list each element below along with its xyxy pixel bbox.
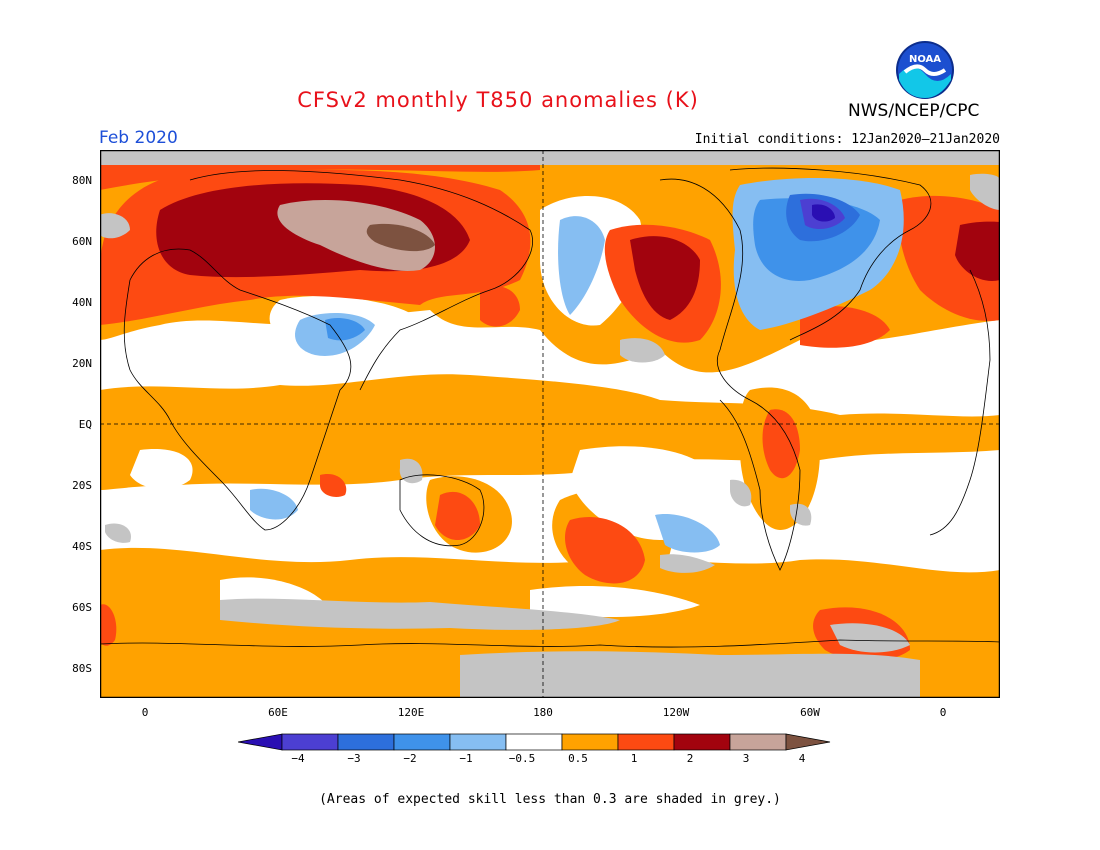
lon-label: 60W (800, 706, 820, 719)
legend-swatch (393, 733, 451, 751)
legend-label: −0.5 (508, 752, 536, 765)
legend-swatch (281, 733, 339, 751)
legend-label: −4 (291, 752, 305, 765)
legend-label: −2 (403, 752, 417, 765)
lon-label: 180 (533, 706, 553, 719)
legend-swatch (617, 733, 675, 751)
lon-label: 60E (268, 706, 288, 719)
lat-label: 20N (72, 357, 92, 370)
legend-label: 2 (686, 752, 694, 765)
anomaly-field (100, 150, 1000, 698)
lat-label: 80N (72, 174, 92, 187)
legend-label: 0.5 (568, 752, 588, 765)
lat-label: 20S (72, 479, 92, 492)
footnote: (Areas of expected skill less than 0.3 a… (319, 792, 781, 807)
forecast-month: Feb 2020 (99, 128, 178, 148)
lon-label: 0 (141, 706, 149, 719)
logo-text: NOAA (909, 54, 941, 65)
legend-swatch (785, 733, 831, 751)
legend-swatch (729, 733, 787, 751)
lon-label: 0 (939, 706, 947, 719)
map-frame (100, 150, 1000, 698)
chart-title: CFSv2 monthly T850 anomalies (K) (297, 88, 699, 112)
lat-label: 40S (72, 540, 92, 553)
legend-swatch (238, 733, 283, 751)
lat-label: 60S (72, 601, 92, 614)
coastlines (100, 167, 1000, 648)
lat-label: 80S (72, 662, 92, 675)
legend-swatch (673, 733, 731, 751)
legend-label: 1 (630, 752, 638, 765)
lon-label: 120E (397, 706, 425, 719)
legend-label: −1 (459, 752, 473, 765)
lat-label: 40N (72, 296, 92, 309)
lat-label: EQ (78, 418, 92, 431)
reference-lines (100, 150, 1000, 698)
lat-label: 60N (72, 235, 92, 248)
legend-label: 3 (742, 752, 750, 765)
legend-swatch (505, 733, 563, 751)
noaa-logo: NOAA (896, 41, 954, 99)
legend-swatch (337, 733, 395, 751)
color-legend (238, 733, 831, 751)
legend-swatch (561, 733, 619, 751)
legend-label: −3 (347, 752, 361, 765)
lon-label: 120W (662, 706, 690, 719)
initial-conditions: Initial conditions: 12Jan2020–21Jan2020 (694, 132, 1000, 147)
legend-label: 4 (798, 752, 806, 765)
anomaly-map (100, 150, 1000, 698)
agency-label: NWS/NCEP/CPC (848, 101, 980, 121)
legend-swatch (449, 733, 507, 751)
